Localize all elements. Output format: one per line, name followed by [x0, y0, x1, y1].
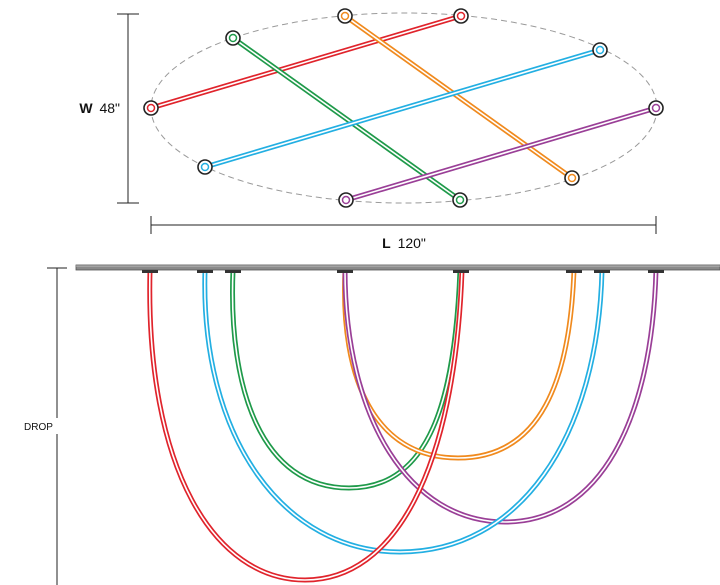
length-dimension: L 120" [150, 216, 657, 251]
length-value: 120" [398, 235, 426, 251]
canopy-rail [75, 264, 720, 271]
side-view: DROP [20, 264, 720, 585]
end-cap [143, 100, 159, 116]
width-letter: W [79, 100, 93, 116]
mount [337, 270, 353, 273]
mount [142, 270, 158, 273]
width-dimension: W 48" [72, 13, 139, 204]
mount [566, 270, 582, 273]
tube-top-purple [345, 105, 657, 203]
end-cap [648, 100, 664, 116]
tube-top-orange [343, 13, 574, 181]
mounts [142, 270, 664, 273]
end-cap [197, 159, 213, 175]
end-cap [337, 8, 353, 24]
mount [648, 270, 664, 273]
end-cap [225, 30, 241, 46]
tube-top-red [150, 13, 462, 111]
length-letter: L [382, 235, 391, 251]
drop-dimension: DROP [20, 267, 67, 585]
mount [225, 270, 241, 273]
svg-text:W 48": W 48" [79, 100, 120, 116]
tube-side-purple [342, 269, 659, 525]
tube-top-green [231, 35, 462, 203]
end-cap [453, 8, 469, 24]
end-cap [338, 192, 354, 208]
svg-text:L 120": L 120" [382, 235, 426, 251]
mount [197, 270, 213, 273]
end-cap [452, 192, 468, 208]
mount [594, 270, 610, 273]
drop-label: DROP [24, 422, 53, 433]
end-cap [592, 42, 608, 58]
top-view: W 48" L 120" [72, 8, 664, 251]
end-caps [143, 8, 664, 208]
tube-side-blue [202, 269, 605, 555]
tube-side-red [147, 269, 465, 583]
tube-side-green [230, 269, 463, 491]
tube-top-blue [204, 47, 601, 170]
mount [453, 270, 469, 273]
end-cap [564, 170, 580, 186]
width-value: 48" [99, 100, 120, 116]
